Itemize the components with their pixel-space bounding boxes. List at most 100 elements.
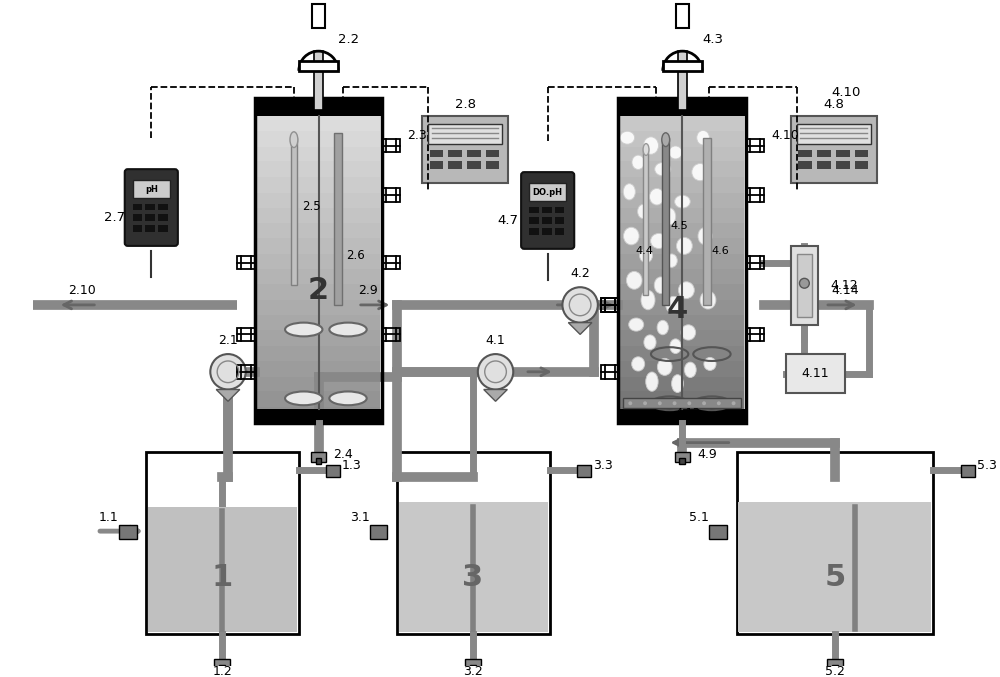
Bar [836, 150, 850, 157]
Ellipse shape [644, 335, 656, 350]
Bar [738, 502, 931, 632]
Ellipse shape [662, 133, 670, 146]
Text: 3.3: 3.3 [593, 459, 613, 472]
Bar [486, 161, 499, 169]
Bar [257, 269, 380, 286]
Bar [486, 150, 499, 157]
Circle shape [732, 401, 736, 406]
Bar [620, 254, 744, 271]
Text: 1: 1 [211, 563, 233, 592]
Bar [370, 525, 387, 539]
FancyBboxPatch shape [521, 172, 574, 249]
Bar [577, 465, 591, 477]
Bar [255, 409, 382, 423]
Bar [382, 139, 400, 152]
Circle shape [658, 401, 662, 406]
Text: 4.12: 4.12 [830, 279, 858, 292]
Bar [257, 161, 380, 178]
Bar [146, 452, 299, 634]
Bar [663, 61, 702, 71]
Bar [145, 204, 155, 211]
Bar [620, 284, 744, 301]
Text: DO.pH: DO.pH [533, 188, 563, 197]
Text: 4.10: 4.10 [771, 129, 799, 142]
Bar [542, 228, 552, 235]
Bar [529, 183, 566, 200]
Text: 4: 4 [667, 295, 688, 324]
Bar [133, 225, 142, 232]
Ellipse shape [638, 204, 649, 219]
Bar [529, 228, 539, 235]
Bar [836, 161, 850, 169]
Text: 5.1: 5.1 [689, 511, 709, 524]
Ellipse shape [285, 323, 322, 336]
Bar [334, 133, 342, 305]
Bar [311, 452, 326, 462]
Bar [299, 61, 338, 71]
Text: 2.8: 2.8 [455, 97, 476, 111]
Text: 1.2: 1.2 [212, 665, 232, 677]
Bar [620, 376, 744, 393]
Bar [542, 217, 552, 224]
Bar [797, 124, 871, 144]
Bar [620, 146, 744, 163]
Ellipse shape [692, 164, 708, 181]
Bar [316, 458, 321, 464]
Bar [448, 161, 462, 169]
Bar [620, 269, 744, 286]
Bar [791, 116, 877, 183]
Bar [467, 161, 481, 169]
Bar [382, 256, 400, 269]
Text: 2.6: 2.6 [347, 249, 365, 262]
Text: 2.9: 2.9 [358, 284, 378, 297]
Bar [746, 256, 764, 269]
Bar [746, 188, 764, 202]
Bar [798, 150, 812, 157]
Bar [620, 177, 744, 194]
Bar [620, 300, 744, 317]
Ellipse shape [664, 208, 676, 225]
Text: 5.2: 5.2 [825, 665, 845, 677]
Bar [257, 146, 380, 163]
Bar [678, 51, 687, 110]
Bar [133, 180, 170, 198]
Bar [397, 452, 550, 634]
Polygon shape [484, 389, 507, 401]
Text: 1.3: 1.3 [342, 459, 362, 472]
Ellipse shape [641, 290, 655, 310]
Bar [797, 254, 812, 317]
Text: 2.10: 2.10 [69, 284, 96, 297]
Bar [237, 256, 255, 269]
Bar [257, 361, 380, 378]
Bar [798, 161, 812, 169]
Bar [133, 215, 142, 221]
Bar [832, 665, 838, 671]
Bar [817, 150, 831, 157]
Ellipse shape [623, 183, 635, 200]
Ellipse shape [666, 254, 677, 267]
Bar [257, 223, 380, 240]
Bar [219, 665, 225, 671]
Bar [620, 407, 744, 424]
Bar [257, 193, 380, 209]
Bar [542, 206, 552, 213]
Bar [257, 284, 380, 301]
Text: 3: 3 [462, 563, 483, 592]
Bar [620, 346, 744, 363]
Circle shape [673, 401, 677, 406]
Ellipse shape [643, 137, 659, 154]
Text: 4.7: 4.7 [498, 214, 519, 227]
Ellipse shape [698, 227, 712, 245]
Ellipse shape [640, 249, 652, 263]
Bar [601, 365, 618, 378]
Bar [791, 246, 818, 324]
Text: 5: 5 [824, 563, 846, 592]
Ellipse shape [629, 318, 644, 331]
Text: 5.3: 5.3 [977, 459, 996, 472]
Bar [643, 148, 648, 295]
Text: 4.4: 4.4 [635, 246, 653, 256]
Bar [382, 188, 400, 202]
Bar [214, 659, 230, 669]
Ellipse shape [290, 132, 298, 148]
Bar [237, 365, 255, 378]
